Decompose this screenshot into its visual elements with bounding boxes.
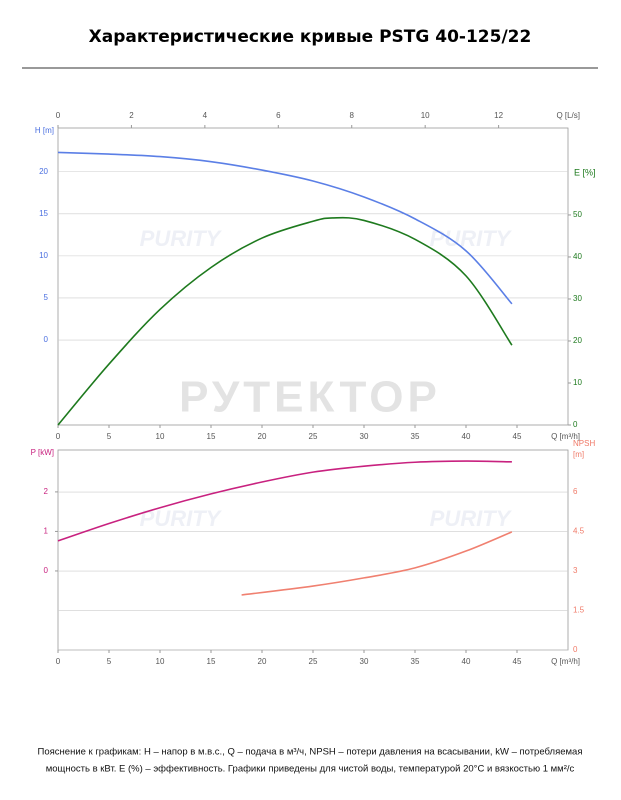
x-tick-label: 45 (513, 432, 522, 441)
series-line (241, 531, 513, 596)
x2-tick-label: 6 (276, 111, 281, 120)
y-axis-label: H [m] (35, 126, 54, 135)
y-tick-label: 15 (39, 209, 48, 218)
y2-tick-label: 40 (573, 252, 582, 261)
x-tick-label: 40 (462, 432, 471, 441)
y2-tick-label: 4.5 (573, 527, 585, 536)
x-tick-label: 45 (513, 657, 522, 666)
x2-tick-label: 2 (129, 111, 134, 120)
x2-tick-label: 10 (421, 111, 430, 120)
y-tick-label: 1 (44, 527, 49, 536)
y2-tick-label: 20 (573, 336, 582, 345)
y-tick-label: 0 (44, 566, 49, 575)
x-axis-label: Q [m³/h] (551, 432, 580, 441)
y2-axis-label: E [%] (574, 167, 596, 177)
series-line (57, 216, 513, 426)
y2-axis-label: NPSH (573, 439, 595, 448)
x2-tick-label: 0 (56, 111, 61, 120)
title: Характеристические кривые PSTG 40-125/22 (89, 27, 532, 47)
watermark: PURITY (140, 226, 223, 251)
watermark: РУТЕКТОР (179, 373, 441, 422)
y2-tick-label: 0 (573, 645, 578, 654)
y2-tick-label: 3 (573, 566, 578, 575)
series-line (57, 460, 512, 542)
y-axis-label: P [kW] (31, 448, 54, 457)
x2-tick-label: 4 (203, 111, 208, 120)
y2-tick-label: 6 (573, 487, 578, 496)
x-tick-label: 0 (56, 432, 61, 441)
x-tick-label: 25 (309, 657, 318, 666)
x-tick-label: 20 (258, 657, 267, 666)
plot-frame (57, 449, 569, 651)
x-axis-label: Q [m³/h] (551, 657, 580, 666)
x-tick-label: 10 (156, 432, 165, 441)
y2-tick-label: 10 (573, 378, 582, 387)
y2-tick-label: 0 (573, 420, 578, 429)
y-tick-label: 10 (39, 251, 48, 260)
x-tick-label: 40 (462, 657, 471, 666)
footer-text: Пояснение к графикам: H – напор в м.в.с.… (38, 747, 583, 758)
x-tick-label: 35 (411, 657, 420, 666)
x-tick-label: 30 (360, 657, 369, 666)
footer-text: мощность в кВт. E (%) – эффективность. Г… (46, 764, 575, 775)
x-tick-label: 5 (107, 432, 112, 441)
x-tick-label: 15 (207, 432, 216, 441)
y2-tick-label: 50 (573, 210, 582, 219)
x2-tick-label: 8 (350, 111, 355, 120)
x-tick-label: 0 (56, 657, 61, 666)
y-tick-label: 0 (44, 335, 49, 344)
x-tick-label: 10 (156, 657, 165, 666)
x-tick-label: 20 (258, 432, 267, 441)
y2-axis-label: [m] (573, 450, 584, 459)
x-tick-label: 5 (107, 657, 112, 666)
x2-axis-label: Q [L/s] (556, 111, 580, 120)
y-tick-label: 2 (44, 487, 49, 496)
watermark: PURITY (430, 226, 513, 251)
x-tick-label: 15 (207, 657, 216, 666)
y-tick-label: 20 (39, 167, 48, 176)
x2-tick-label: 12 (494, 111, 503, 120)
y2-tick-label: 30 (573, 294, 582, 303)
x-tick-label: 25 (309, 432, 318, 441)
y-tick-label: 5 (44, 293, 49, 302)
watermark: PURITY (430, 506, 513, 531)
x-tick-label: 30 (360, 432, 369, 441)
y2-tick-label: 1.5 (573, 606, 585, 615)
x-tick-label: 35 (411, 432, 420, 441)
series-line (57, 151, 513, 305)
